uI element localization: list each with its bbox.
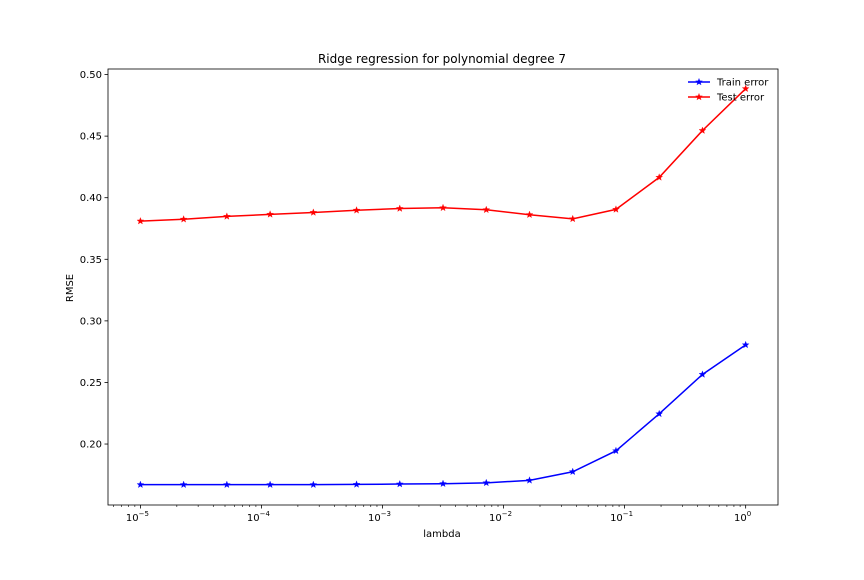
y-tick-label: 0.45: [80, 132, 102, 143]
data-point: [612, 446, 620, 455]
data-point: [395, 204, 404, 212]
data-point: [525, 476, 534, 484]
series-layer: [136, 84, 750, 488]
data-point: [352, 206, 361, 214]
data-point: [698, 126, 707, 134]
x-tick-label: 10−1: [610, 510, 633, 524]
data-point: [309, 480, 318, 488]
data-point: [395, 480, 404, 488]
series-0: [136, 340, 750, 488]
plot-area: [107, 68, 779, 506]
x-tick-label: 100: [734, 510, 751, 524]
y-tick-label: 0.25: [80, 378, 102, 389]
x-tick-label: 10−4: [247, 510, 271, 524]
data-point: [655, 173, 664, 181]
series-1: [136, 84, 750, 225]
y-axis-label: RMSE: [65, 274, 76, 302]
y-axis-ticks: 0.20 0.25 0.30 0.35 0.40 0.45 0.50: [80, 70, 108, 451]
data-point: [655, 409, 664, 418]
y-tick-label: 0.40: [80, 193, 102, 204]
legend-marker: [695, 77, 703, 86]
data-point: [741, 84, 750, 92]
x-tick-label: 10−5: [126, 510, 149, 524]
x-axis-label: lambda: [423, 529, 460, 540]
legend-label: Train error: [716, 78, 769, 89]
data-point: [568, 214, 577, 223]
data-point: [223, 480, 231, 488]
y-tick-label: 0.30: [80, 316, 102, 327]
data-point: [179, 480, 188, 488]
legend: Train error Test error: [688, 78, 769, 104]
chart-title: Ridge regression for polynomial degree 7: [318, 52, 566, 66]
data-point: [223, 212, 231, 220]
y-tick-label: 0.20: [80, 440, 102, 451]
data-point: [482, 205, 491, 214]
data-point: [482, 478, 491, 487]
data-point: [136, 217, 145, 225]
data-point: [439, 479, 447, 487]
data-point: [568, 467, 577, 476]
y-tick-label: 0.50: [80, 70, 102, 81]
data-point: [352, 480, 361, 488]
data-point: [439, 203, 447, 212]
data-point: [266, 210, 274, 218]
data-point: [266, 480, 274, 488]
series-line: [140, 344, 747, 486]
data-point: [741, 340, 750, 349]
x-tick-label: 10−3: [368, 510, 391, 524]
x-axis-ticks: 10−5 10−4 10−3 10−2 10−1 100: [113, 505, 751, 524]
legend-marker: [695, 92, 703, 101]
series-line: [140, 88, 747, 222]
data-point: [698, 370, 707, 378]
legend-label: Test error: [716, 93, 765, 104]
data-point: [136, 480, 145, 488]
x-tick-label: 10−2: [489, 510, 512, 524]
data-point: [179, 215, 188, 223]
data-point: [525, 210, 534, 218]
y-tick-label: 0.35: [80, 255, 102, 266]
data-point: [309, 208, 318, 216]
data-point: [612, 205, 620, 213]
